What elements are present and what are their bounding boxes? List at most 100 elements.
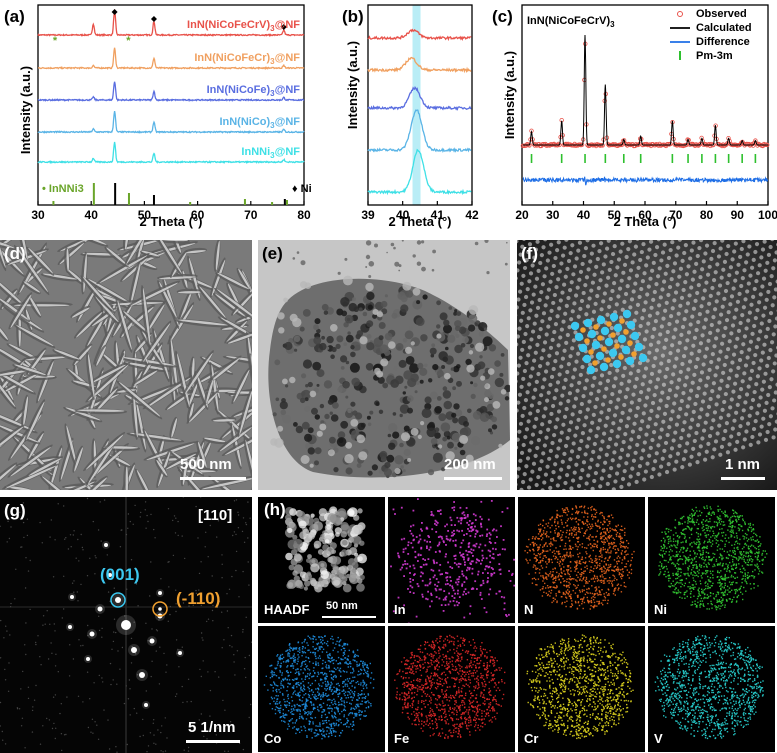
orange-atom [618, 354, 624, 360]
lattice-atom-model [570, 309, 648, 375]
eds-map-fe: Fe [388, 626, 515, 752]
diffraction-spot [144, 703, 148, 707]
blue-atom [596, 315, 606, 325]
diffraction-spot [115, 597, 121, 603]
panel-d-label: (d) [4, 244, 26, 263]
innni3-reference-stick [127, 193, 130, 205]
panel-e-label: (e) [262, 244, 283, 263]
panel-h-scale-bar [322, 616, 376, 618]
ni-diamond-marker [280, 24, 287, 30]
panel-f-haadf-lattice-image: (f) 1 nm [517, 240, 777, 490]
panel-a-xtick-label: 70 [244, 208, 258, 222]
panel-c-rietveld-chart: (c) Intensity (a.u.) 20 30 40 50 60 70 80 90 100… [492, 4, 777, 229]
spot-001-circle [110, 592, 126, 608]
spot-110-circle [152, 601, 168, 617]
blue-atom [574, 332, 584, 342]
diffraction-spot [104, 543, 108, 547]
diffraction-spot [139, 672, 145, 678]
panel-a-xtick-label: 60 [191, 208, 205, 222]
panel-c-xtick-label: 80 [700, 208, 714, 222]
blue-atom [587, 329, 597, 339]
orange-atom [597, 335, 603, 341]
panel-g-zone-axis: [110] [198, 507, 233, 524]
panel-c-xtick-label: 30 [546, 208, 560, 222]
atomic-lattice-pattern [517, 240, 777, 490]
panel-b-series-line [367, 28, 472, 42]
ni-diamond-marker [111, 9, 118, 15]
panel-c-axes-frame [521, 4, 769, 206]
eds-map-co: Co [258, 626, 385, 752]
blue-atom [625, 356, 635, 366]
blue-atom [586, 365, 596, 375]
ni-diamond-marker [150, 16, 157, 22]
orange-atom [610, 332, 616, 338]
panel-a-axes-frame [37, 4, 305, 206]
blue-atom [578, 343, 588, 353]
innni3-star-marker: * [53, 35, 58, 47]
innni3-reference-stick [92, 183, 95, 205]
innni3-reference-stick [285, 200, 288, 205]
legend-entry-label: Calculated [696, 22, 752, 34]
panel-a-series-label: InN(NiCoFeCr)3@NF [194, 52, 300, 66]
panel-c-xtick-label: 100 [758, 208, 777, 222]
panel-b-series-line [367, 56, 472, 74]
orange-atom [593, 324, 599, 330]
diffraction-spot [70, 595, 74, 599]
panel-c-ylabel: Intensity (a.u.) [502, 51, 517, 139]
eds-map-haadf: HAADF [258, 497, 385, 623]
blue-atom [600, 326, 610, 336]
orange-atom [580, 327, 586, 333]
blue-atom [595, 351, 605, 361]
panel-a-series-line [37, 9, 305, 38]
panel-a-series-label: InN(NiCoFeCrV)3@NF [187, 19, 300, 33]
blue-atom [582, 354, 592, 364]
panel-b-xtick-label: 40 [396, 208, 410, 222]
panel-a-series-label: InN(NiCoFe)3@NF [207, 84, 301, 98]
panel-g-scale-text: 5 1/nm [188, 719, 236, 736]
panel-a-label: (a) [4, 7, 25, 26]
orange-atom [601, 346, 607, 352]
innni3-star-marker: * [126, 35, 131, 47]
orange-atom [627, 340, 633, 346]
panel-c-xlabel: 2 Theta (°) [614, 214, 677, 229]
panel-b-ticks: 39 40 41 42 [361, 201, 479, 222]
panel-c-xtick-label: 20 [515, 208, 529, 222]
ni-reference-stick [114, 183, 117, 205]
eds-map-label: Ni [654, 602, 667, 617]
blue-atom [613, 323, 623, 333]
blue-atom [583, 318, 593, 328]
eds-map-label: N [524, 602, 534, 617]
panel-b-xrd-zoom-chart: (b) Intensity (a.u.) 39 40 41 42 2 Theta (°… [342, 4, 479, 229]
panel-c-label: (c) [492, 7, 513, 26]
blue-atom [621, 345, 631, 355]
panel-b-xtick-label: 42 [465, 208, 479, 222]
panel-b-ylabel: Intensity (a.u.) [345, 41, 360, 129]
panel-b-series [367, 28, 472, 196]
panel-c-series [520, 34, 770, 186]
panel-a-xtick-label: 50 [138, 208, 152, 222]
bragg-tick [754, 154, 757, 163]
panel-b-series-line [367, 85, 472, 111]
eds-map-label: In [394, 602, 406, 617]
eds-map-ni: Ni [648, 497, 775, 623]
diffraction-spot [131, 647, 137, 653]
panel-h-label: (h) [264, 500, 286, 519]
tem-nanoparticle-aggregate [268, 240, 510, 479]
panel-h-scale-text: 50 nm [326, 600, 358, 612]
panel-a-xlabel: 2 Theta (°) [140, 214, 203, 229]
blue-atom [612, 359, 622, 369]
bragg-tick [560, 154, 563, 163]
bragg-tick [727, 154, 730, 163]
legend-entry-label: Pm-3m [696, 50, 733, 62]
panel-b-series-line [367, 109, 472, 154]
calculated-line [522, 34, 768, 146]
bragg-tick [714, 154, 717, 163]
sem-nanosheet-texture [0, 240, 252, 490]
panel-a-xrd-chart: (a) Intensity (a.u.) 30 40 50 60 70 80 * * • I… [4, 4, 312, 229]
orange-atom [619, 318, 625, 324]
legend-entry-label: Difference [696, 36, 750, 48]
legend-bragg-marker [679, 51, 681, 60]
eds-map-label: HAADF [264, 602, 310, 617]
bragg-tick [671, 154, 674, 163]
panel-a-series-line [37, 141, 305, 165]
